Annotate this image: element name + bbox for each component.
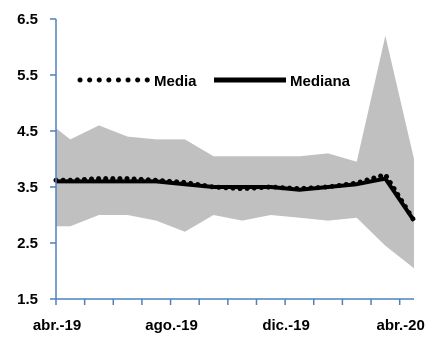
- legend: Media Mediana: [77, 73, 351, 90]
- x-tick-label: abr.-19: [33, 317, 81, 334]
- series-line-mediana: [56, 176, 416, 222]
- y-tick-label: 4.5: [17, 123, 38, 140]
- y-tick-label: 2.5: [17, 235, 38, 252]
- range-band: [56, 35, 414, 269]
- y-tick-label: 1.5: [17, 291, 38, 308]
- y-tick-label: 6.5: [17, 11, 38, 28]
- x-tick-label: abr.-20: [376, 317, 424, 334]
- legend-mediana-label: Mediana: [290, 73, 351, 90]
- y-tick-label: 5.5: [17, 67, 38, 84]
- legend-media-label: Media: [154, 73, 197, 90]
- x-tick-label: ago.-19: [145, 317, 198, 334]
- x-tick-label: dic.-19: [262, 317, 310, 334]
- y-tick-label: 3.5: [17, 179, 38, 196]
